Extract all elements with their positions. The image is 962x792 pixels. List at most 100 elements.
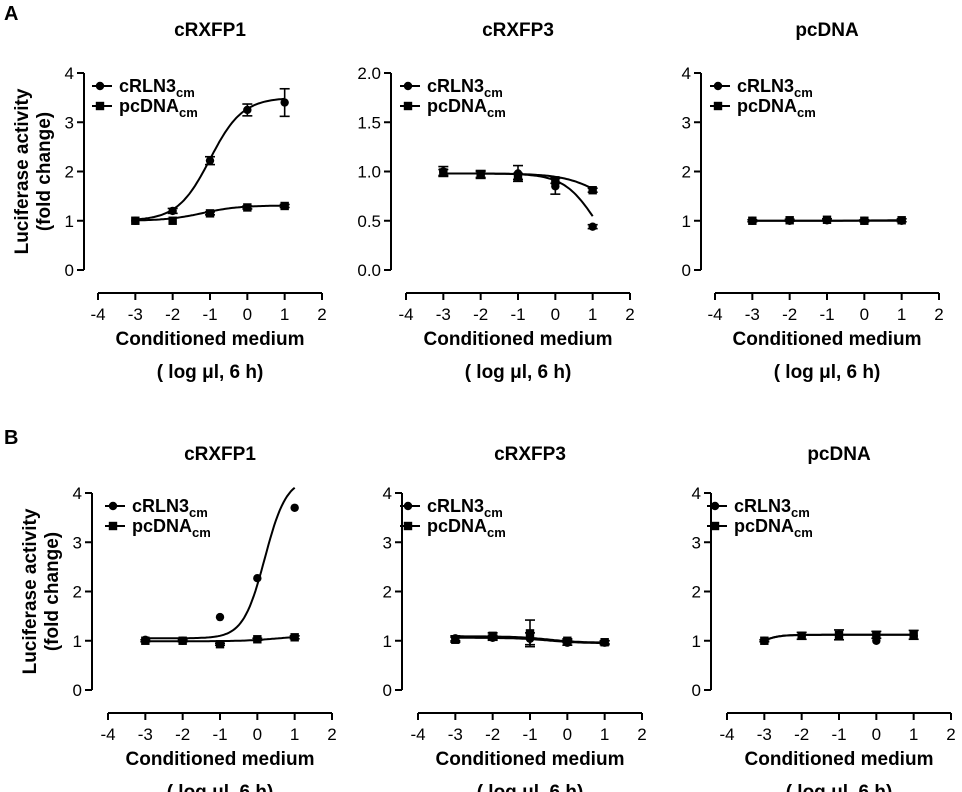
x-tick-label: -2 [165, 305, 180, 324]
legend-entry: cRLN3cm [710, 76, 813, 100]
chart-title: cRXFP1 [174, 20, 246, 41]
x-tick-label: -3 [436, 305, 451, 324]
series-pcdna-square [438, 168, 598, 195]
legend-name: pcDNA [427, 96, 487, 116]
legend-label: cRLN3cm [427, 496, 503, 520]
x-tick-label: 0 [243, 305, 252, 324]
y-axis-label-units: (fold change) [42, 532, 63, 651]
x-tick-label: -4 [719, 725, 734, 744]
legend-label: pcDNAcm [737, 96, 816, 120]
series-pcdna-square [140, 633, 300, 649]
x-tick-label: 1 [290, 725, 299, 744]
legend-subscript: cm [487, 525, 506, 540]
x-tick-label: 0 [253, 725, 262, 744]
y-tick-label: 4 [65, 64, 74, 83]
data-point [280, 98, 289, 107]
legend-marker [95, 101, 105, 111]
legend-subscript: cm [791, 505, 810, 520]
x-tick-label: 0 [860, 305, 869, 324]
data-point [215, 612, 225, 622]
x-axis-label-units: ( log μl, 6 h) [774, 362, 881, 383]
data-point [476, 170, 485, 179]
legend-label: pcDNAcm [734, 516, 813, 540]
y-tick-label: 4 [692, 484, 701, 503]
y-tick-label: 0.0 [357, 261, 381, 280]
x-tick-label: 2 [934, 305, 943, 324]
legend-name: cRLN3 [737, 76, 794, 96]
legend-marker [713, 81, 723, 91]
legend-subscript: cm [794, 85, 813, 100]
y-tick-label: 4 [682, 64, 691, 83]
x-tick-label: 0 [872, 725, 881, 744]
x-tick-label: -4 [398, 305, 413, 324]
x-tick-label: -3 [128, 305, 143, 324]
x-tick-label: -2 [782, 305, 797, 324]
y-tick-label: 2 [383, 583, 392, 602]
data-point [168, 206, 177, 216]
legend-entry: cRLN3cm [400, 76, 503, 100]
x-tick-label: -3 [138, 725, 153, 744]
y-tick-label: 2.0 [357, 64, 381, 83]
y-axis-label-units: (fold change) [34, 112, 55, 231]
legend-entry: pcDNAcm [707, 516, 813, 540]
x-axis-label: Conditioned medium [745, 749, 934, 770]
x-tick-label: -4 [410, 725, 425, 744]
data-point [131, 216, 140, 225]
x-tick-label: 1 [600, 725, 609, 744]
data-point [872, 630, 881, 640]
y-tick-label: 0 [682, 261, 691, 280]
legend-entry: cRLN3cm [400, 496, 503, 520]
x-tick-label: -1 [831, 725, 846, 744]
y-tick-label: 0 [73, 681, 82, 700]
data-point [290, 503, 299, 512]
x-tick-label: -4 [90, 305, 105, 324]
data-point [551, 176, 560, 185]
data-point [525, 629, 535, 638]
x-axis-label-units: ( log μl, 6 h) [465, 362, 572, 383]
legend-label: pcDNAcm [119, 96, 198, 120]
x-tick-label: -4 [707, 305, 722, 324]
legend-subscript: cm [797, 105, 816, 120]
legend-marker [713, 101, 723, 111]
x-tick-label: -3 [745, 305, 760, 324]
legend-name: cRLN3 [427, 76, 484, 96]
data-point [215, 639, 225, 649]
y-tick-label: 1 [65, 212, 74, 231]
data-point [563, 636, 572, 645]
data-point [488, 631, 497, 641]
data-point [178, 636, 187, 645]
x-axis-label: Conditioned medium [126, 749, 315, 770]
data-point [588, 222, 597, 231]
chart-1: cRXFP1 0 1 2 3 4 -4 -3 -2 -1 0 1 2 Conditioned medium… [12, 20, 327, 383]
x-tick-label: 1 [280, 305, 289, 324]
legend-name: pcDNA [132, 516, 192, 536]
legend-subscript: cm [176, 85, 195, 100]
x-tick-label: -1 [202, 305, 217, 324]
x-tick-label: 1 [897, 305, 906, 324]
x-tick-label: 1 [909, 725, 918, 744]
legend-marker [710, 501, 720, 511]
legend-label: cRLN3cm [119, 76, 195, 100]
legend-name: cRLN3 [119, 76, 176, 96]
legend-marker [403, 101, 413, 111]
data-point [439, 168, 448, 177]
data-point [797, 631, 806, 641]
legend-subscript: cm [192, 525, 211, 540]
data-point [205, 209, 215, 218]
chart-title: pcDNA [807, 444, 871, 465]
y-axis-label: Luciferase activity [20, 508, 41, 674]
data-point [897, 216, 906, 225]
y-tick-label: 1.5 [357, 113, 381, 132]
series-pcdna-square [131, 201, 290, 225]
legend-name: cRLN3 [132, 496, 189, 516]
x-tick-label: 2 [317, 305, 326, 324]
x-tick-label: -3 [448, 725, 463, 744]
legend-subscript: cm [484, 85, 503, 100]
x-tick-label: 1 [588, 305, 597, 324]
legend-subscript: cm [189, 505, 208, 520]
chart-6: pcDNA 0 1 2 3 4 -4 -3 -2 -1 0 1 2 Conditioned medium (… [692, 444, 956, 792]
data-point [205, 156, 215, 165]
x-axis-label-units: ( log μl, 6 h) [167, 782, 274, 792]
x-tick-label: -4 [100, 725, 115, 744]
data-point [860, 216, 869, 225]
